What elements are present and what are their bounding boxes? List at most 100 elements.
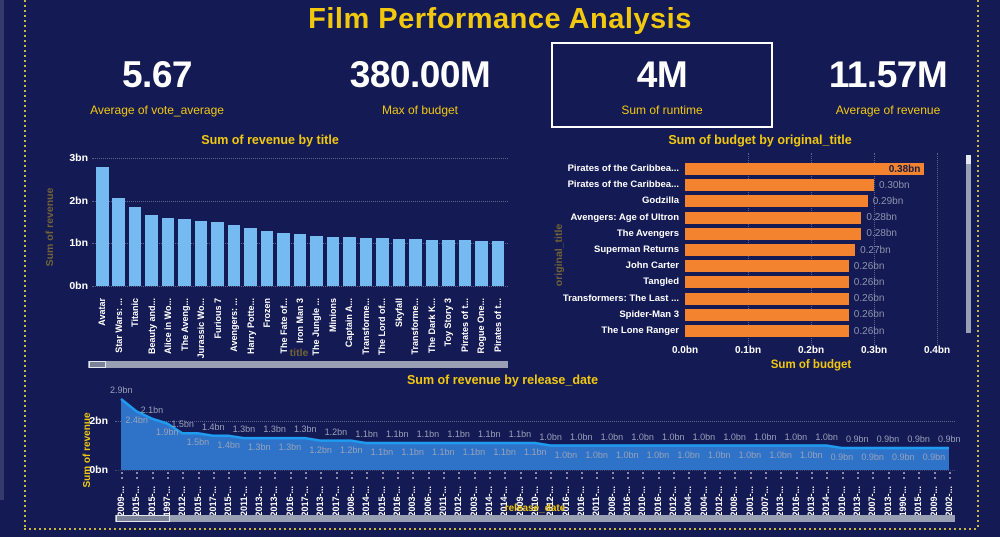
y-axis-category-label: John Carter (625, 260, 679, 272)
kpi-card-sum-runtime[interactable]: 4M Sum of runtime (551, 42, 773, 128)
revenue-by-title-chart: Sum of revenue by title 0bn 1bn 2bn 3bn Avat… (30, 133, 510, 373)
budget-bar[interactable] (685, 292, 849, 305)
kpi-label: Average of vote_average (90, 102, 224, 117)
data-point-label: 1.0bn (769, 449, 792, 460)
x-axis-tick-mark (872, 472, 875, 479)
y-axis-tick-label: 0bn (69, 280, 88, 292)
revenue-bar[interactable] (409, 239, 422, 286)
chart-title: Sum of revenue by title (201, 133, 339, 147)
budget-bar[interactable] (685, 308, 849, 321)
data-point-label: 0.9bn (922, 451, 946, 462)
gridline (92, 157, 508, 159)
budget-bar[interactable] (685, 276, 849, 289)
kpi-card-average-revenue[interactable]: 11.57M Average of revenue (788, 45, 988, 125)
y-axis-tick-label: 0bn (89, 464, 108, 476)
x-axis-tick-mark (550, 472, 553, 479)
x-axis-tick-label: 0.3bn (860, 345, 888, 356)
revenue-bar[interactable] (96, 166, 109, 286)
x-axis-tick-mark (642, 472, 645, 479)
kpi-card-average-vote[interactable]: 5.67 Average of vote_average (57, 45, 257, 125)
data-point-label: 1.1bn (524, 447, 547, 458)
revenue-bar[interactable] (326, 236, 340, 286)
revenue-bar[interactable] (145, 215, 158, 286)
x-axis-tick-mark (749, 472, 752, 479)
data-point-label: 0.9bn (938, 433, 961, 444)
kpi-card-max-budget[interactable]: 380.00M Max of budget (320, 45, 520, 125)
revenue-bar[interactable] (277, 233, 290, 286)
data-point-label: 1.0bn (585, 449, 608, 460)
x-axis-tick-mark (381, 472, 384, 479)
revenue-bar[interactable] (310, 236, 323, 286)
bar-value-label: 0.26bn (853, 293, 885, 305)
revenue-bar[interactable] (293, 233, 307, 286)
budget-bar[interactable] (685, 179, 874, 192)
revenue-bar[interactable] (376, 238, 389, 286)
data-point-label: 1.3bn (263, 424, 286, 435)
h-scrollbar-track[interactable] (115, 515, 955, 522)
h-scrollbar-thumb[interactable] (116, 515, 170, 522)
revenue-bar[interactable] (161, 217, 175, 286)
budget-bar[interactable] (685, 260, 849, 273)
x-axis-tick-mark (519, 472, 522, 479)
data-point-label: 1.2bn (340, 444, 363, 455)
data-point-label: 1.0bn (723, 431, 746, 442)
x-axis-tick-mark (933, 472, 936, 479)
budget-bar[interactable] (685, 244, 856, 256)
x-axis-tick-mark (213, 472, 215, 479)
v-scrollbar-track[interactable] (966, 155, 971, 333)
budget-bar[interactable] (685, 211, 862, 224)
x-axis-tick-mark (703, 472, 706, 479)
revenue-bar[interactable] (458, 240, 472, 286)
revenue-bar[interactable] (194, 221, 208, 286)
revenue-bar[interactable] (227, 225, 241, 286)
x-axis-tick-mark (581, 472, 583, 479)
y-axis-category-label: Superman Returns (594, 244, 679, 255)
bar-value-label: 0.30bn (879, 179, 910, 191)
revenue-bar[interactable] (392, 238, 406, 286)
data-point-label: 1.1bn (386, 429, 409, 440)
revenue-bar[interactable] (260, 231, 274, 286)
revenue-bar[interactable] (425, 239, 439, 286)
x-axis-tick-mark (795, 472, 798, 479)
revenue-bar[interactable] (112, 197, 125, 286)
revenue-bar[interactable] (244, 228, 257, 286)
data-point-label: 1.5bn (186, 437, 210, 448)
x-axis-tick-mark (765, 472, 767, 479)
revenue-bar[interactable] (343, 236, 356, 286)
page-title: Film Performance Analysis (308, 3, 692, 35)
data-point-label: 1.1bn (401, 447, 424, 458)
bar-value-label: 0.29bn (872, 195, 904, 207)
data-point-label: 1.0bn (692, 431, 716, 442)
data-point-label: 1.0bn (708, 449, 731, 460)
revenue-bar[interactable] (442, 240, 455, 286)
data-point-label: 1.3bn (278, 442, 302, 453)
data-point-label: 1.0bn (738, 449, 762, 460)
h-scrollbar-track[interactable] (88, 361, 508, 368)
budget-bar[interactable] (685, 195, 868, 208)
x-axis-tick-mark (427, 472, 430, 479)
data-point-label: 1.1bn (478, 429, 501, 440)
data-point-label: 2.9bn (110, 384, 133, 395)
revenue-bar[interactable] (475, 240, 488, 286)
v-scrollbar-thumb[interactable] (966, 155, 971, 164)
data-point-label: 1.1bn (416, 429, 440, 440)
gridline (874, 153, 875, 345)
h-scrollbar-thumb[interactable] (89, 361, 106, 368)
y-axis-tick-label: 3bn (69, 151, 88, 164)
revenue-bar[interactable] (491, 241, 505, 286)
kpi-value: 11.57M (828, 53, 948, 95)
revenue-area-plot[interactable] (115, 393, 955, 472)
data-point-label: 1.3bn (248, 442, 271, 453)
revenue-bar[interactable] (128, 207, 142, 286)
x-axis-tick-label: 0.2bn (797, 345, 825, 356)
revenue-bar[interactable] (211, 221, 224, 286)
y-axis-category-label: Transformers: The Last ... (562, 292, 679, 304)
revenue-bar[interactable] (359, 238, 373, 286)
budget-bar[interactable] (685, 163, 925, 175)
budget-bar[interactable] (685, 325, 849, 337)
x-axis-tick-mark (841, 472, 844, 479)
x-axis-tick-mark (903, 472, 905, 479)
revenue-bar[interactable] (178, 219, 191, 286)
data-point-label: 1.1bn (432, 447, 455, 458)
budget-bar[interactable] (685, 227, 862, 240)
